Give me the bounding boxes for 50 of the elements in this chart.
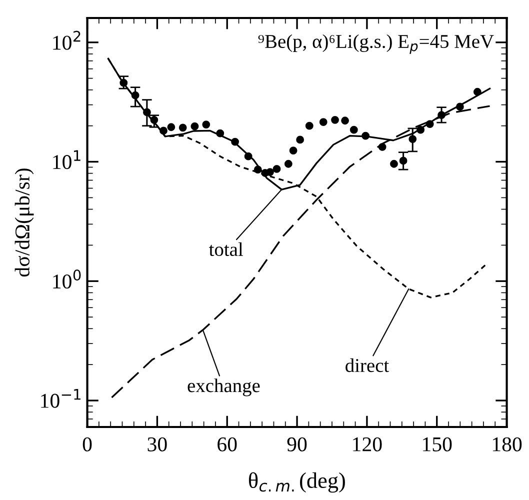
- point: [231, 138, 239, 146]
- point: [216, 129, 224, 138]
- annotation: direct: [346, 358, 390, 372]
- annotation: total: [209, 242, 243, 256]
- y-axis-title: dσ/dΩ(μb/sr): [14, 168, 34, 277]
- point: [289, 146, 298, 155]
- point: [350, 126, 358, 134]
- point: [254, 166, 262, 174]
- point: [416, 126, 425, 134]
- point: [284, 160, 292, 168]
- x-tick-label: 90: [287, 437, 307, 452]
- annotation: exchange: [188, 378, 260, 396]
- point: [341, 116, 349, 125]
- x-tick-label: 150: [423, 437, 452, 452]
- y-tick-label: 10$^{2}$: [53, 30, 80, 50]
- x-axis-title: θ$_{c.m.}$(deg): [248, 472, 345, 493]
- point: [456, 102, 464, 111]
- x-tick-label: 180: [492, 437, 522, 452]
- point: [190, 122, 199, 130]
- x-tick-label: 0: [82, 437, 92, 452]
- point: [150, 116, 158, 124]
- y-tick-label: 10$^{1}$: [53, 150, 80, 170]
- point: [399, 156, 408, 165]
- point: [142, 108, 151, 116]
- point: [202, 120, 210, 128]
- point: [244, 152, 252, 160]
- x-tick-label: 30: [148, 437, 167, 452]
- point: [473, 88, 482, 96]
- point: [296, 136, 304, 144]
- point: [120, 78, 128, 87]
- text: ⁹Be(p, α)⁶Li(g.s.) E$_{p}$=45 MeV: [258, 34, 494, 54]
- point: [438, 111, 446, 120]
- point: [178, 124, 187, 132]
- point: [305, 122, 314, 130]
- point: [266, 168, 274, 176]
- point: [426, 120, 434, 128]
- point: [131, 91, 140, 100]
- point: [378, 143, 386, 151]
- point: [408, 135, 417, 143]
- point: [160, 126, 168, 135]
- x-tick-label: 120: [353, 437, 382, 452]
- y-tick-label: 10$^{−1}$: [41, 389, 80, 408]
- point: [390, 160, 398, 168]
- point: [331, 116, 339, 124]
- y-tick-label: 10$^{0}$: [53, 270, 81, 289]
- x-tick-label: 60: [218, 437, 237, 452]
- point: [272, 165, 281, 173]
- point: [167, 123, 176, 132]
- point: [362, 132, 370, 140]
- point: [319, 118, 328, 126]
